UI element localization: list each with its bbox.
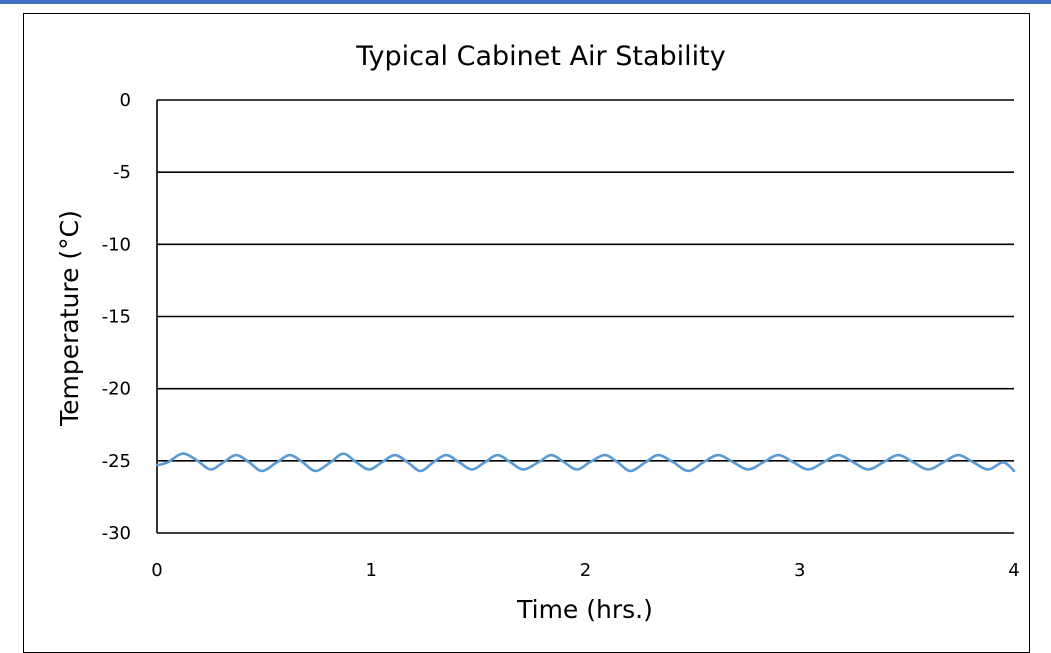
gridlines <box>157 99 1014 534</box>
x-tick-label: 2 <box>580 560 591 581</box>
chart-title: Typical Cabinet Air Stability <box>355 41 725 72</box>
x-tick-label: 3 <box>794 560 805 581</box>
y-axis-title: Temperature (°C) <box>55 210 84 427</box>
x-tick-label: 1 <box>366 560 377 581</box>
chart-frame <box>23 13 1030 653</box>
y-tick-label: -25 <box>102 451 131 472</box>
tick-labels: 0 -5 -10 -15 -20 -25 -30 0 1 2 3 4 <box>102 90 1020 581</box>
x-tick-label: 0 <box>151 560 162 581</box>
y-tick-label: -15 <box>102 307 131 328</box>
y-tick-label: -20 <box>102 379 131 400</box>
top-accent-rule <box>0 0 1051 4</box>
series-line <box>155 452 1016 473</box>
line-chart: 0 -5 -10 -15 -20 -25 -30 0 1 2 3 4 Typical Cabinet … <box>55 41 1020 624</box>
y-tick-label: -5 <box>113 162 131 183</box>
y-tick-label: -30 <box>102 523 131 544</box>
x-axis-title: Time (hrs.) <box>516 595 653 624</box>
series-lines <box>155 452 1016 473</box>
y-tick-label: -10 <box>102 234 131 255</box>
x-tick-label: 4 <box>1008 560 1019 581</box>
y-tick-label: 0 <box>120 90 131 111</box>
